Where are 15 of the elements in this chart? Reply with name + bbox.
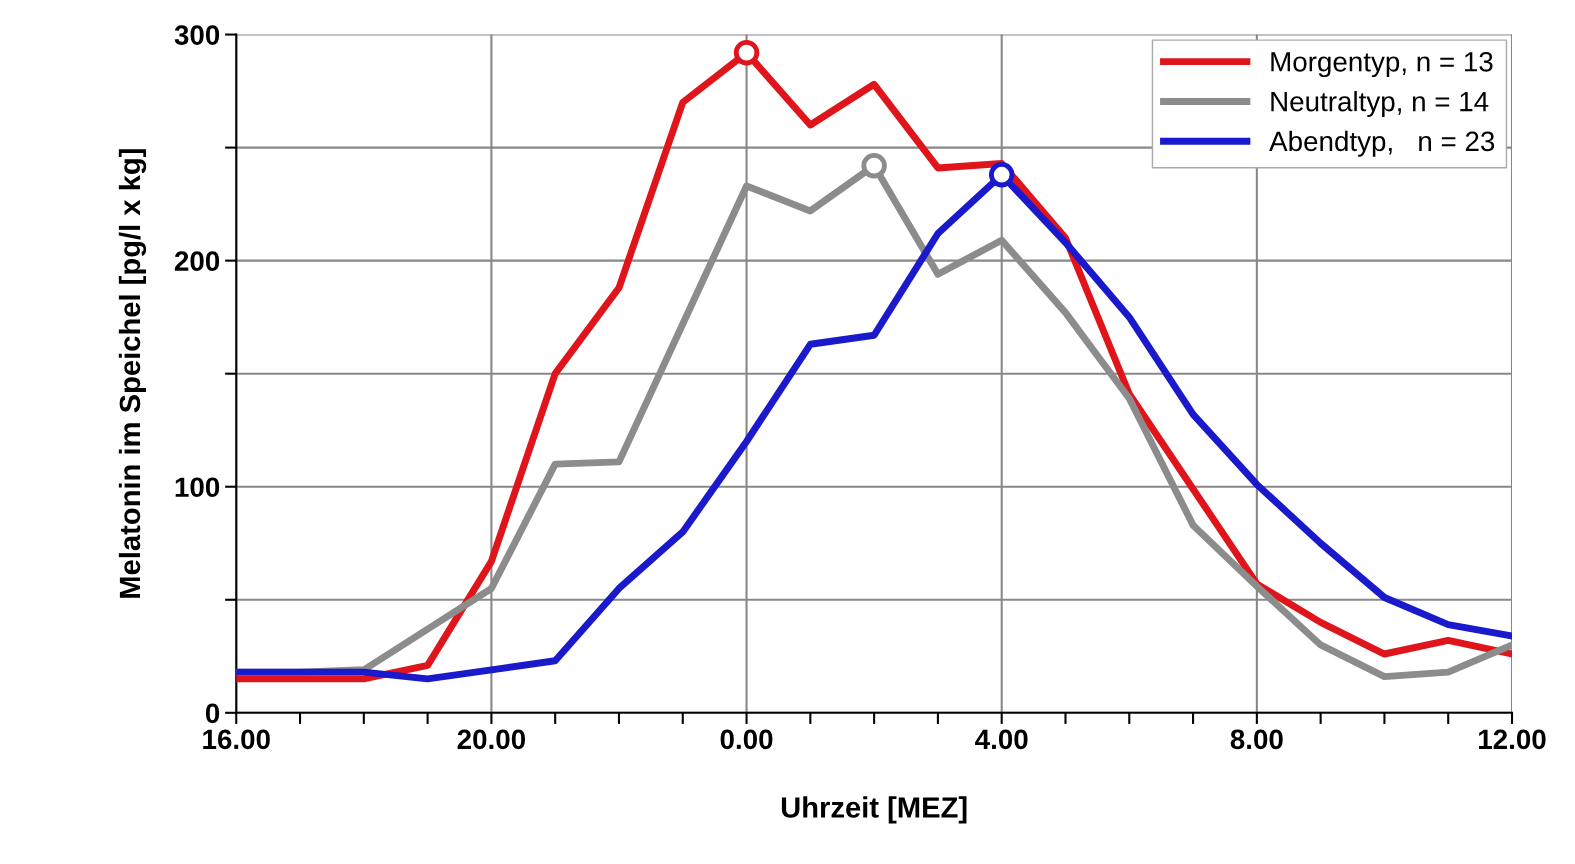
y-tick-label: 100 bbox=[175, 477, 220, 498]
x-axis-title: Uhrzeit [MEZ] bbox=[781, 796, 967, 824]
x-tick-label: 20.00 bbox=[457, 729, 526, 750]
x-tick-label: 16.00 bbox=[203, 729, 270, 750]
y-tick-label: 300 bbox=[174, 25, 220, 45]
y-tick-label: 0 bbox=[205, 703, 220, 724]
x-tick-label: 0.00 bbox=[720, 729, 773, 750]
x-tick-label: 12.00 bbox=[1479, 729, 1546, 750]
legend-label: Abendtyp, n = 23 bbox=[1269, 130, 1495, 157]
legend-label: Neutraltyp, n = 14 bbox=[1271, 91, 1489, 117]
legend-label: Morgentyp, n = 13 bbox=[1271, 51, 1493, 78]
x-tick-label: 4.00 bbox=[975, 729, 1028, 750]
x-tick-label: 8.00 bbox=[1230, 729, 1283, 750]
y-tick-label: 200 bbox=[174, 251, 220, 271]
y-axis-title: Melatonin im Speichel [pg/l x kg] bbox=[118, 149, 147, 598]
